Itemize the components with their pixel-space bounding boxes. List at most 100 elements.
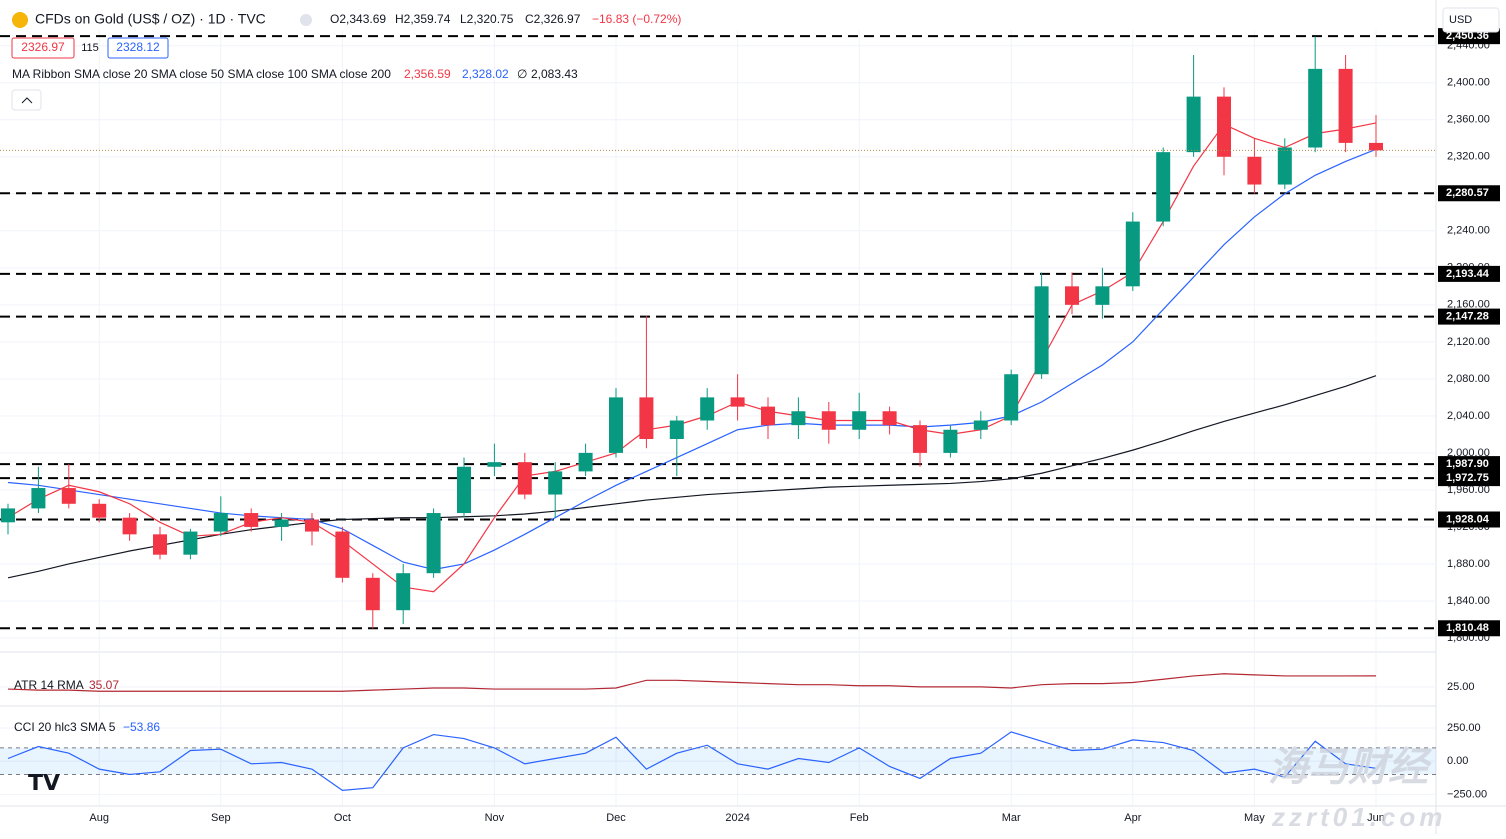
candle-body [973,420,988,430]
x-tick-label: 2024 [725,812,749,824]
sma50-line [7,148,1377,571]
candle-body [821,411,836,430]
collapse-button[interactable] [11,89,42,111]
candle-body [852,411,867,430]
candle-body [1217,96,1231,157]
candle-body [1065,286,1079,305]
currency[interactable]: USD [1449,14,1472,26]
candle-body [365,577,380,611]
y-tick-label: 2,360.00 [1447,114,1490,126]
x-tick-label: Aug [89,812,109,824]
atr-line [7,673,1377,692]
y-tick-label: 2,040.00 [1447,410,1490,422]
x-tick-label: Sep [211,812,231,824]
level-label: 2,147.28 [1446,311,1489,323]
candle-body [396,573,411,611]
symbol: CFDs on Gold (US$ / OZ) · 1D · TVC [35,11,266,27]
candle-body [487,462,502,467]
candle-body [1095,286,1110,305]
candle-body [1247,156,1262,185]
tv-logo: 𝗧𝗩 [28,770,60,795]
ohlc-close: C2,326.97 [525,12,581,26]
sell-button[interactable] [11,37,75,59]
y-tick-label: 250.00 [1447,722,1481,734]
y-tick-label: −250.00 [1447,788,1487,800]
x-tick-label: Feb [850,812,869,824]
sell-price[interactable]: 2326.97 [21,40,65,54]
ohlc-change: −16.83 (−0.72%) [592,12,681,26]
x-tick-label: Dec [606,812,626,824]
candle-body [122,517,137,535]
candle-body [305,519,319,532]
sma20-line [7,122,1377,593]
candle-body [639,397,654,440]
candle-body [1034,286,1049,375]
x-tick-label: Apr [1124,812,1141,824]
candle-body [609,397,623,453]
candle-body [153,534,167,555]
level-label: 1,987.90 [1446,458,1489,470]
y-tick-label: 1,880.00 [1447,558,1490,570]
buy-price[interactable]: 2328.12 [116,40,160,54]
y-tick-label: 2,240.00 [1447,225,1490,237]
cci-line [7,731,1377,792]
watermark-site: zzrt01.com [1271,802,1446,832]
candle-body [183,531,198,555]
level-tag [1438,511,1500,528]
cci-value: −53.86 [123,720,160,734]
level-label: 2,280.57 [1446,187,1489,199]
level-label: 2,193.44 [1446,268,1490,280]
plot: Aug Sep Oct Nov Dec 2024 Feb Mar Apr May Jun1,800.… [0,28,1500,824]
ma200-value: 2,083.43 [531,67,578,81]
candle-body [1277,147,1292,185]
sma200-line [7,375,1377,579]
candle-body [761,406,775,426]
level-label: 2,450.36 [1446,30,1489,42]
candle-body [1004,374,1019,421]
y-tick-label: 0.00 [1447,755,1468,767]
candle-body [1369,142,1383,151]
candle-body [61,488,76,504]
candle-body [244,513,259,527]
level-tag [1438,470,1500,487]
level-tag [1438,265,1500,282]
level-tag [1438,308,1500,325]
status-dot [300,14,312,26]
x-tick-label: Oct [334,812,351,824]
candle-body [517,462,532,495]
candle-body [943,429,958,453]
symbol-icon [12,12,28,28]
level-label: 1,928.04 [1446,513,1490,525]
x-tick-label: Mar [1002,812,1021,824]
y-tick-label: 2,120.00 [1447,336,1490,348]
candle-body [1125,221,1140,287]
y-tick-label: 25.00 [1447,681,1475,693]
level-tag [1438,456,1500,473]
y-tick-label: 1,960.00 [1447,484,1490,496]
x-tick-label: Nov [485,812,505,824]
x-tick-label: May [1244,812,1265,824]
candle-body [31,488,46,509]
ma-ribbon-label: MA Ribbon SMA close 20 SMA close 50 SMA … [12,67,391,81]
candle-body [426,513,441,574]
candle-body [882,411,897,426]
buy-button[interactable] [107,37,169,59]
candle-body [791,411,806,426]
candle-body [1156,152,1171,222]
level-tag [1438,620,1500,637]
ma100-value: ∅ [517,67,527,81]
candle-body [730,397,745,407]
spread: 115 [81,42,99,54]
level-label: 1,972.75 [1446,472,1489,484]
candle-body [1,508,15,523]
candle-body [1338,68,1353,143]
candle-body [92,503,107,518]
ohlc-open: O2,343.69 [330,12,386,26]
ohlc-high: H2,359.74 [395,12,451,26]
atr-value: 35.07 [89,678,119,692]
candle-body [548,471,563,495]
candle-body [213,513,228,532]
cci-label: CCI 20 hlc3 SMA 5 [14,720,116,734]
ohlc-low: L2,320.75 [460,12,514,26]
currency-dropdown[interactable] [1442,7,1500,33]
